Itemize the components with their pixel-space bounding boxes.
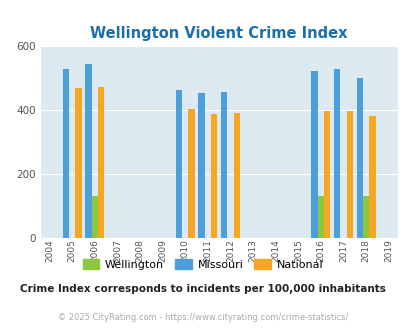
Bar xyxy=(362,196,369,238)
Bar xyxy=(369,116,375,238)
Text: Crime Index corresponds to incidents per 100,000 inhabitants: Crime Index corresponds to incidents per… xyxy=(20,284,385,294)
Bar xyxy=(198,93,204,238)
Title: Wellington Violent Crime Index: Wellington Violent Crime Index xyxy=(90,26,347,41)
Bar xyxy=(311,71,317,238)
Bar xyxy=(317,196,323,238)
Bar xyxy=(333,69,340,238)
Bar xyxy=(323,111,330,238)
Bar xyxy=(175,90,182,238)
Legend: Wellington, Missouri, National: Wellington, Missouri, National xyxy=(78,255,327,274)
Text: © 2025 CityRating.com - https://www.cityrating.com/crime-statistics/: © 2025 CityRating.com - https://www.city… xyxy=(58,313,347,322)
Bar xyxy=(220,92,227,238)
Bar xyxy=(346,111,352,238)
Bar xyxy=(211,114,217,238)
Bar xyxy=(356,78,362,238)
Bar xyxy=(233,113,239,238)
Bar xyxy=(188,109,194,238)
Bar xyxy=(75,88,81,238)
Bar xyxy=(98,87,104,238)
Bar xyxy=(92,196,98,238)
Bar xyxy=(63,70,69,238)
Bar xyxy=(85,64,92,238)
